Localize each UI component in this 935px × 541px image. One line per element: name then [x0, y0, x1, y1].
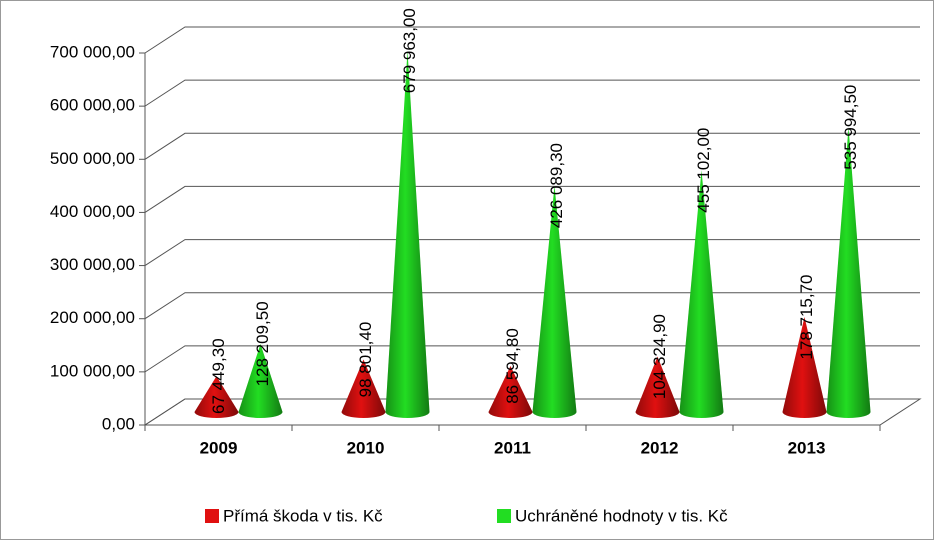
cone-shade	[635, 356, 680, 419]
grid-line	[144, 79, 920, 107]
cone-shade	[385, 50, 430, 419]
cone-shade	[194, 376, 239, 419]
x-tick-label: 2009	[200, 438, 238, 457]
value-label: 535 994,50	[841, 85, 860, 170]
cone-shade	[488, 365, 533, 419]
cone	[488, 365, 533, 419]
value-label: 67 449,30	[209, 338, 228, 414]
y-tick-label: 500 000,00	[50, 149, 135, 168]
legend-swatch	[205, 509, 219, 523]
cone	[238, 343, 283, 419]
cone-shade	[826, 127, 871, 419]
grid-line	[144, 132, 920, 160]
value-label: 178 715,70	[797, 274, 816, 359]
y-tick-label: 700 000,00	[50, 42, 135, 61]
x-tick-label: 2011	[494, 438, 531, 457]
grid-line	[144, 292, 920, 320]
x-tick-label: 2010	[347, 438, 385, 457]
cone	[679, 170, 724, 419]
value-label: 426 089,30	[547, 143, 566, 228]
cone	[782, 317, 827, 419]
cone-shade	[341, 359, 386, 419]
cone	[532, 185, 577, 419]
legend-label: Přímá škoda v tis. Kč	[223, 506, 383, 525]
value-label: 679 963,00	[400, 8, 419, 93]
cone	[635, 356, 680, 419]
y-tick-label: 600 000,00	[50, 96, 135, 115]
cone-shade	[238, 343, 283, 419]
cone	[194, 376, 239, 419]
legend-swatch	[497, 509, 511, 523]
y-tick-label: 200 000,00	[50, 308, 135, 327]
cone-shade	[532, 185, 577, 419]
y-tick-label: 300 000,00	[50, 255, 135, 274]
x-tick-label: 2012	[641, 438, 679, 457]
value-label: 86 594,80	[503, 328, 522, 404]
grid-line	[144, 185, 920, 213]
value-label: 455 102,00	[694, 128, 713, 213]
value-label: 104 324,90	[650, 314, 669, 399]
value-label: 128 209,50	[253, 301, 272, 386]
cone-shade	[782, 317, 827, 419]
cone	[385, 50, 430, 419]
y-tick-label: 400 000,00	[50, 202, 135, 221]
grid-line	[144, 239, 920, 266]
grid-line	[144, 345, 920, 373]
legend-label: Uchráněné hodnoty v tis. Kč	[515, 506, 728, 525]
y-tick-label: 100 000,00	[50, 361, 135, 380]
cone	[826, 127, 871, 419]
cone	[341, 359, 386, 419]
y-tick-label: 0,00	[102, 414, 135, 433]
cone-shade	[679, 170, 724, 419]
grid-line	[144, 398, 920, 426]
grid-line	[144, 26, 920, 54]
value-label: 98 801,40	[356, 322, 375, 398]
x-tick-label: 2013	[788, 438, 826, 457]
